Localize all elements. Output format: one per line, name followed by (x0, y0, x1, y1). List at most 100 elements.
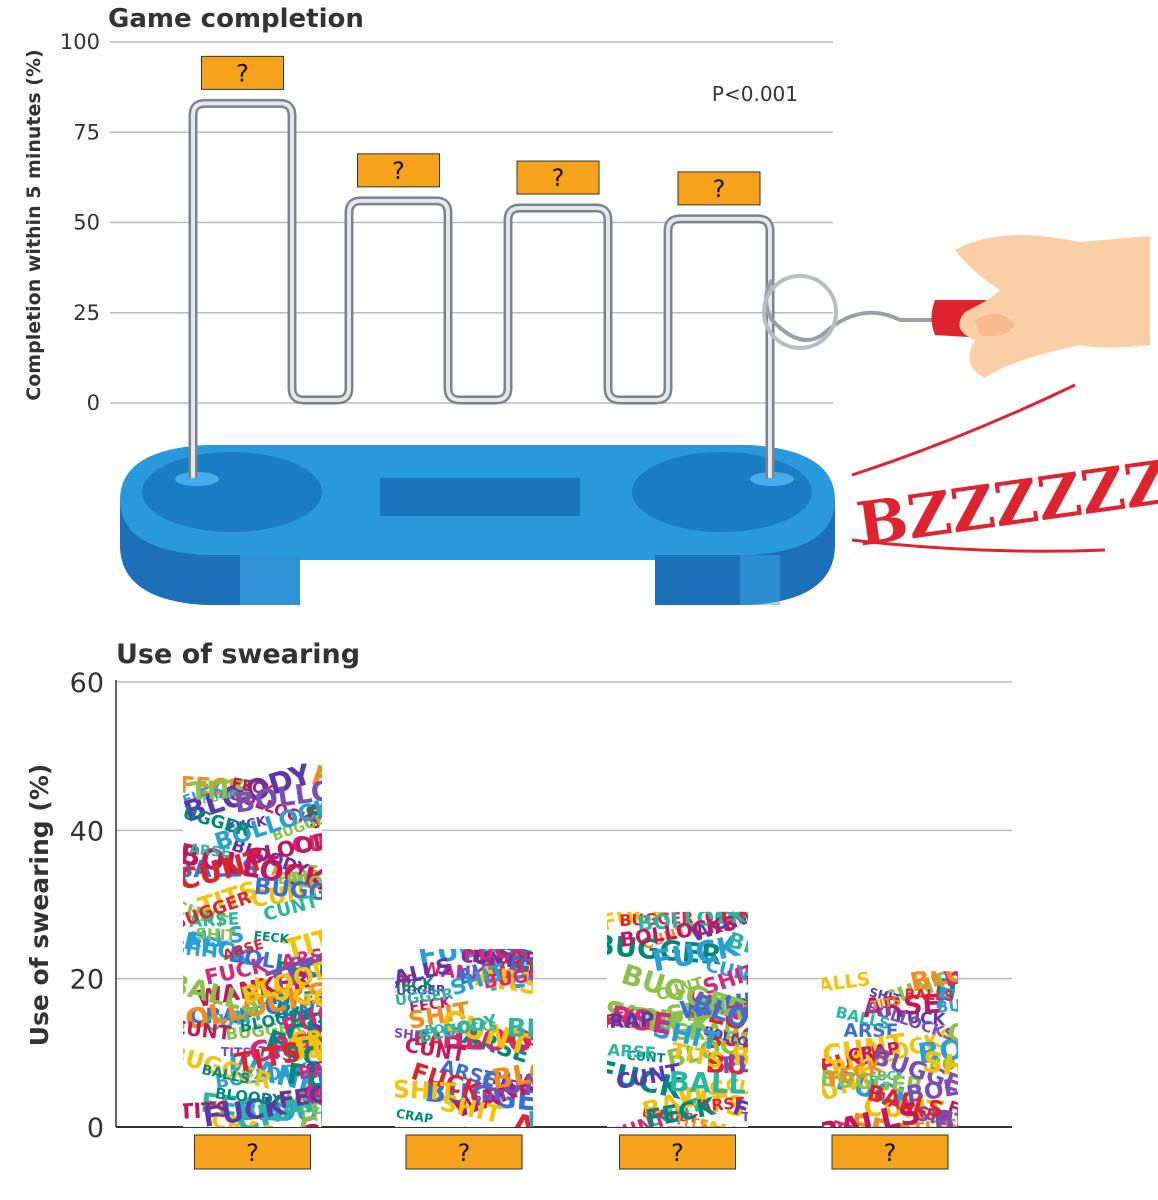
swear-word: TITS (667, 1122, 726, 1150)
swear-word: BALLS (413, 1027, 484, 1053)
swear-word: BOLLOCKS (424, 1019, 497, 1037)
chart1-y-ticks: 0 25 50 75 100 (60, 30, 100, 415)
swear-word: TITS (829, 1116, 883, 1153)
chart1-gridlines (110, 41, 833, 404)
chart1-category-label: ? (552, 164, 565, 192)
swear-word: FECK (253, 928, 290, 947)
swear-word: ARSE (607, 1040, 656, 1063)
chart2-bars: FUCKWANKERTITSBLOODYBUGGERBOLLOCKSCRAPFU… (171, 763, 1066, 1158)
swear-word: TITS (870, 993, 903, 1013)
swear-word: CRAP (375, 972, 416, 988)
swear-word: BLOODY (237, 1096, 359, 1128)
swear-word: CRAP (594, 1007, 655, 1034)
chart2-category-label: ? (671, 1139, 684, 1167)
swear-word: ARSE (504, 1028, 552, 1051)
swear-word: CRAP (395, 1107, 434, 1127)
swear-word: TITS (741, 1110, 773, 1125)
swear-word: FUCK (869, 1068, 906, 1084)
chart1-wire-outline (188, 98, 775, 478)
buzz-wire-base (120, 445, 835, 605)
chart2-category-labels: ???? (194, 1134, 949, 1170)
swear-word: TITS (742, 1029, 802, 1066)
swear-word: ARSE (188, 842, 231, 862)
chart1-title: Game completion (108, 4, 364, 34)
swear-word: CRAP (506, 1124, 579, 1158)
swear-word: FUCK (462, 1124, 501, 1142)
chart1-y-tick-label: 100 (60, 30, 100, 54)
chart1-category-labels: ???? (201, 55, 761, 206)
swear-word: BLOODY (641, 1105, 698, 1125)
chart2-category-box (831, 1134, 949, 1170)
swear-word: TITS (179, 1096, 232, 1124)
swear-word: ARSE (189, 909, 240, 932)
swear-word: BALLS (175, 854, 259, 883)
swear-word: FUCK (462, 937, 529, 967)
swear-word: TITS (504, 952, 555, 981)
swear-word: TITS (507, 960, 551, 982)
swear-word: BLOODY (506, 1013, 624, 1046)
swear-word: FECK (276, 957, 336, 984)
swear-word: ARSE (862, 990, 941, 1025)
swear-word: CUNT (291, 828, 361, 859)
chart1-y-tick-label: 50 (73, 211, 100, 235)
swear-word: FECK (390, 974, 437, 997)
swear-word: SHIT (310, 954, 348, 973)
hand-with-wand (762, 235, 1150, 378)
swear-word: CRAP (189, 1004, 253, 1029)
swear-word: FUCK (730, 1095, 801, 1140)
swear-word: CRAP (290, 1023, 356, 1053)
swear-word: CUNT (704, 904, 770, 930)
chart2-category-box (619, 1134, 736, 1170)
chart1-category-label: ? (392, 157, 405, 185)
swear-word: CUNT (863, 1092, 945, 1127)
swear-word: CRAP (672, 1020, 740, 1046)
chart2-y-tick-label: 60 (70, 668, 104, 699)
chart2-title: Use of swearing (116, 639, 360, 670)
chart1-category-box (677, 171, 761, 206)
swear-word: FUCK (200, 786, 239, 807)
swear-word: SHIT (195, 925, 237, 945)
swear-word: FECK (313, 835, 357, 856)
chart2-y-tick-label: 0 (87, 1113, 104, 1144)
swear-word: SHIT (171, 937, 222, 963)
swear-word: FECK (179, 773, 248, 803)
swear-word: FUCK (623, 1001, 716, 1044)
swear-word: BALLS (904, 987, 954, 1005)
swear-word: BUGGER (935, 990, 1011, 1017)
swear-word: ARSE (271, 860, 319, 881)
chart2-bar: TITSFUCKCUNTARSETITSFECKBOLLOCKSCUNTCUNT… (822, 971, 1066, 1153)
swear-word: SHIT (733, 993, 793, 1020)
swear-word: ARSE (510, 1107, 599, 1154)
chart2-category-box (194, 1134, 311, 1170)
chart2-y-ticks: 0 20 40 60 (70, 668, 104, 1144)
wand-ring (762, 274, 838, 350)
swear-word: BLOODY (286, 872, 363, 894)
chart2-category-label: ? (884, 1139, 897, 1167)
game-completion-chart: Game completion Completion within 5 minu… (23, 4, 1158, 605)
swear-word: BOLLOCKS (745, 970, 821, 989)
swear-word: WANKER (247, 988, 327, 1009)
swear-word: FECK (316, 1036, 404, 1076)
swear-word: TITS (221, 1044, 252, 1060)
swear-word: BUGGER (933, 1097, 1066, 1138)
swear-word: SHIT (392, 1074, 457, 1107)
chart1-y-tick-label: 75 (73, 120, 100, 144)
chart2-category-label: ? (246, 1139, 259, 1167)
chart1-category-box (357, 153, 440, 188)
chart1-wire-highlight (191, 101, 772, 478)
swear-word: BALLS (278, 1083, 347, 1110)
swear-word: CUNT (626, 1047, 666, 1065)
buzz-text: BZZZZZZ (853, 448, 1158, 561)
swear-word: FUCK (721, 1050, 792, 1080)
swear-word: CRAP (299, 1111, 380, 1146)
swear-word: BALLS (277, 866, 335, 888)
swear-word: CUNT (171, 1016, 233, 1046)
swear-word: TITS (189, 774, 252, 806)
chart2-y-axis-label: Use of swearing (%) (25, 764, 54, 1047)
swear-word: BUGGER (386, 982, 446, 998)
swear-word: FUCK (294, 1084, 335, 1104)
swear-word: TITS (256, 1044, 293, 1065)
swear-word: FECK (408, 995, 452, 1017)
swear-word: TITS (911, 1115, 960, 1142)
